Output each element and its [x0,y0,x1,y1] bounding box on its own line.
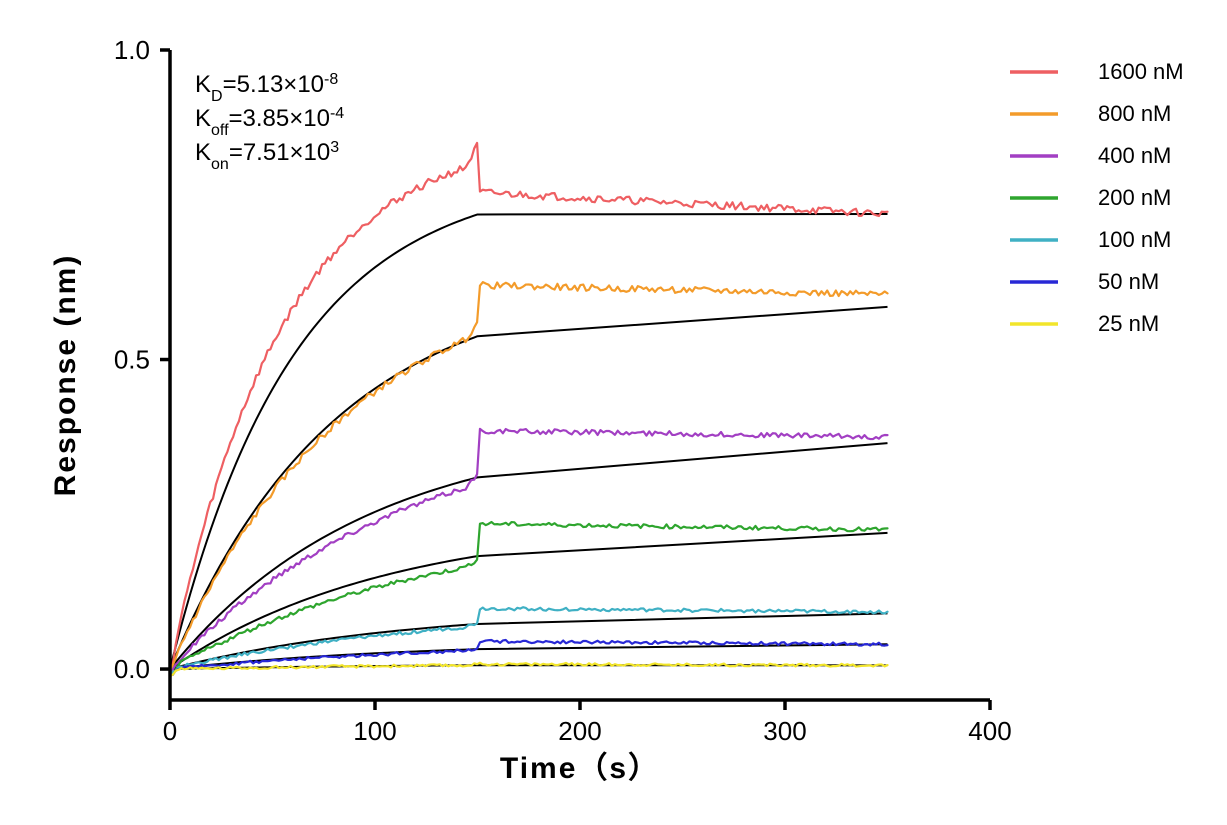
fit-curve [170,307,888,669]
y-tick-label: 1.0 [114,35,150,65]
legend-label: 100 nM [1098,227,1171,252]
chart-svg: 0 100 200 300 400 0.0 0.5 1.0 Time（s） Response (n… [0,0,1227,825]
legend-label: 1600 nM [1098,59,1184,84]
data-curve [170,522,888,675]
fit-curve [170,443,888,669]
kinetics-annotation: KD=5.13×10-8 [195,71,338,105]
y-tick-label: 0.5 [114,345,150,375]
x-tick-label: 300 [763,716,806,746]
legend-label: 50 nM [1098,269,1159,294]
legend-label: 400 nM [1098,143,1171,168]
kinetics-annotation: Kon=7.51×103 [195,139,339,173]
fit-curve [170,214,888,669]
legend-label: 25 nM [1098,311,1159,336]
fit-curves [170,214,888,669]
x-tick-label: 200 [558,716,601,746]
kinetics-annotation: Koff=3.85×10-4 [195,105,344,139]
x-axis-label: Time（s） [500,751,660,785]
x-tick-label: 400 [968,716,1011,746]
y-tick-label: 0.0 [114,654,150,684]
data-curve [170,143,888,676]
binding-kinetics-chart: 0 100 200 300 400 0.0 0.5 1.0 Time（s） Response (n… [0,0,1227,825]
legend-label: 200 nM [1098,185,1171,210]
legend-label: 800 nM [1098,101,1171,126]
data-curves [170,143,888,677]
x-tick-label: 100 [353,716,396,746]
x-tick-label: 0 [163,716,177,746]
y-axis-label: Response (nm) [49,254,82,497]
